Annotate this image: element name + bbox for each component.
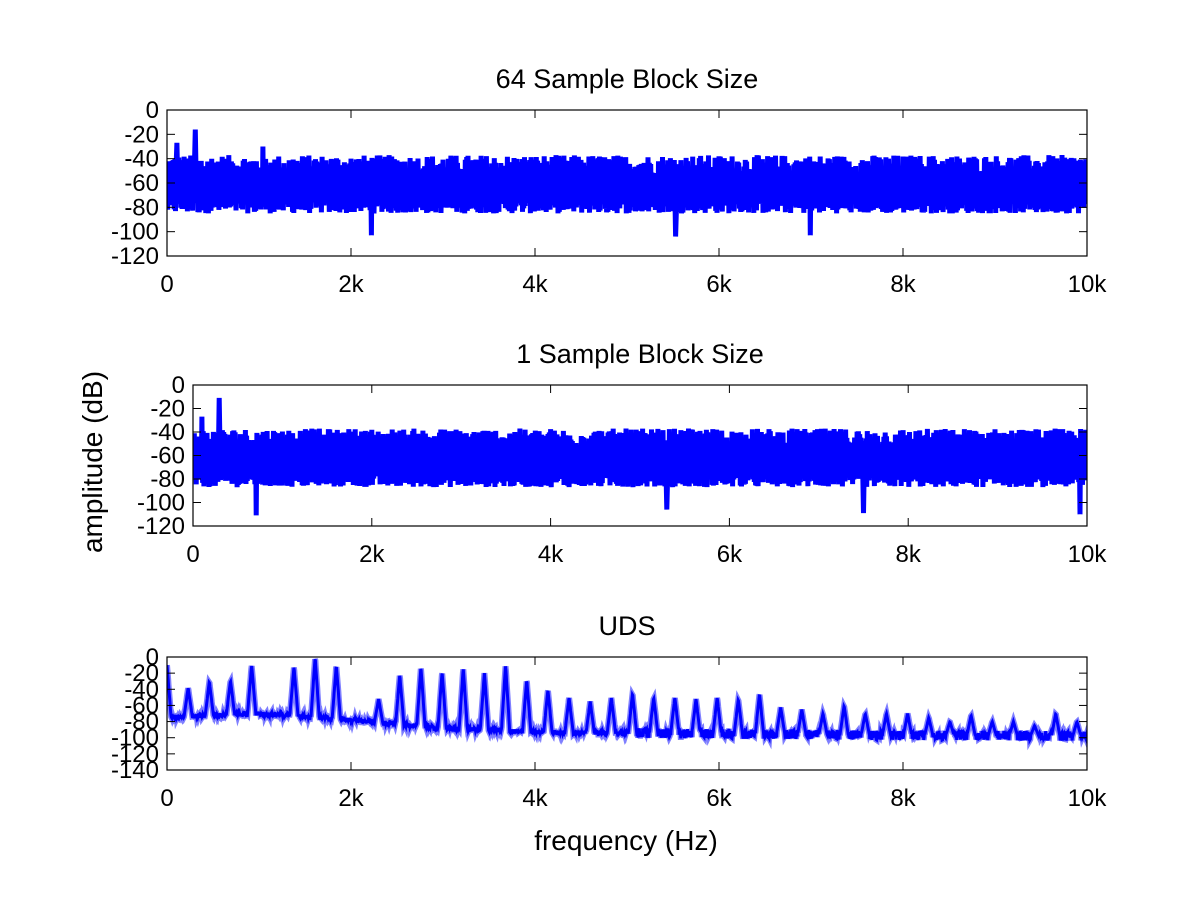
- y-tick-label: -40: [124, 146, 159, 173]
- x-tick-label: 8k: [890, 271, 916, 298]
- subplot-title: 1 Sample Block Size: [516, 339, 764, 369]
- x-tick-label: 8k: [896, 541, 922, 568]
- y-tick-label: -80: [150, 466, 185, 493]
- plot-area: [193, 397, 1087, 516]
- x-tick-label: 10k: [1068, 785, 1108, 812]
- y-tick-label: -80: [124, 194, 159, 221]
- x-tick-label: 4k: [522, 785, 548, 812]
- x-tick-label: 8k: [890, 785, 916, 812]
- x-tick-label: 2k: [359, 541, 385, 568]
- x-tick-label: 10k: [1068, 541, 1108, 568]
- x-tick-label: 4k: [538, 541, 564, 568]
- y-tick-label: -120: [111, 243, 159, 270]
- series-band-2: [193, 451, 1087, 476]
- y-tick-label: -60: [124, 170, 159, 197]
- series-line-uds-thick: [167, 658, 1087, 751]
- y-tick-label: -120: [137, 513, 185, 540]
- x-tick-label: 2k: [338, 785, 364, 812]
- y-tick-label: -140: [111, 757, 159, 784]
- y-tick-label: -20: [124, 121, 159, 148]
- y-tick-label: -20: [150, 396, 185, 423]
- y-tick-label: -40: [124, 676, 159, 703]
- y-tick-label: -60: [124, 692, 159, 719]
- x-tick-label: 4k: [522, 271, 548, 298]
- plot-area: [167, 129, 1087, 237]
- y-tick-label: -120: [111, 741, 159, 768]
- y-tick-label: -40: [150, 419, 185, 446]
- y-tick-label: 0: [172, 372, 185, 399]
- y-tick-label: -20: [124, 660, 159, 687]
- y-tick-label: -100: [111, 725, 159, 752]
- axes-frame: [166, 656, 1088, 771]
- y-tick-label: 0: [146, 97, 159, 124]
- x-tick-label: 6k: [706, 271, 732, 298]
- plot-area: [167, 658, 1087, 751]
- y-tick-label: 0: [146, 644, 159, 671]
- series-band-1: [167, 175, 1087, 201]
- shared-x-axis-label: frequency (Hz): [534, 825, 718, 856]
- x-tick-label: 0: [160, 785, 173, 812]
- y-tick-label: -80: [124, 709, 159, 736]
- x-tick-label: 0: [186, 541, 199, 568]
- x-tick-label: 6k: [706, 785, 732, 812]
- x-tick-label: 2k: [338, 271, 364, 298]
- subplot-title: 64 Sample Block Size: [496, 64, 759, 94]
- subplot-title: UDS: [598, 611, 655, 641]
- x-tick-label: 6k: [717, 541, 743, 568]
- x-tick-label: 0: [160, 271, 173, 298]
- y-tick-label: -100: [111, 219, 159, 246]
- y-tick-label: -100: [137, 490, 185, 517]
- shared-y-axis-label: amplitude (dB): [77, 371, 108, 553]
- y-tick-label: -60: [150, 443, 185, 470]
- x-tick-label: 10k: [1068, 271, 1108, 298]
